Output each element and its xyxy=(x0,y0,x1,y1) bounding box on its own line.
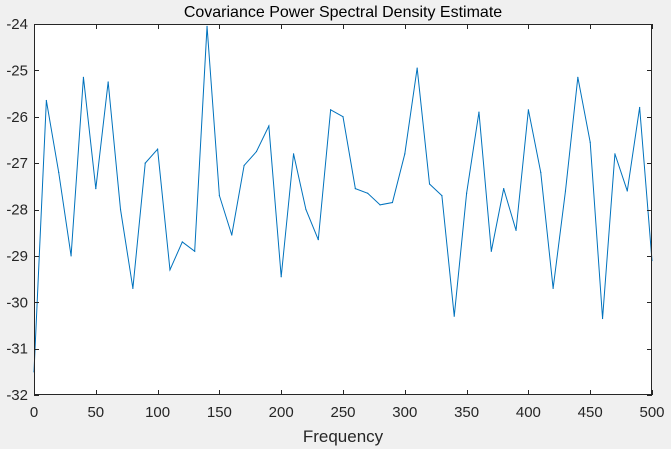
data-point xyxy=(169,269,171,271)
x-axis-label: Frequency xyxy=(303,427,384,446)
data-point xyxy=(82,76,85,78)
data-point xyxy=(601,317,604,320)
y-tick-label: -31 xyxy=(6,341,28,358)
data-point xyxy=(441,194,443,197)
data-layer xyxy=(33,25,653,373)
data-point xyxy=(218,194,220,197)
data-point xyxy=(577,76,579,78)
data-point xyxy=(404,153,406,155)
y-tick-label: -29 xyxy=(6,248,28,265)
data-point xyxy=(379,204,381,206)
data-point xyxy=(589,141,591,143)
data-point xyxy=(243,164,245,167)
x-tick-label: 50 xyxy=(87,404,104,421)
x-tick-label: 150 xyxy=(207,404,232,421)
y-tick-label: -27 xyxy=(6,155,28,172)
y-tick-label: -32 xyxy=(6,387,28,404)
data-point xyxy=(552,287,554,289)
x-tick-label: 100 xyxy=(145,404,170,421)
data-point xyxy=(194,250,196,252)
data-point xyxy=(70,255,72,257)
x-tick-label: 0 xyxy=(30,404,38,421)
x-tick-label: 400 xyxy=(516,404,541,421)
data-point xyxy=(478,111,480,113)
data-point xyxy=(428,183,431,185)
data-point xyxy=(391,201,394,204)
x-tick-label: 200 xyxy=(269,404,294,421)
x-tick-label: 250 xyxy=(330,404,355,421)
data-point xyxy=(317,239,319,241)
data-point xyxy=(614,153,616,155)
plot-area xyxy=(34,24,652,395)
data-point xyxy=(231,234,233,236)
y-tick-label: -26 xyxy=(6,109,28,126)
data-point xyxy=(119,208,122,211)
data-point xyxy=(453,315,455,317)
x-tick-label: 450 xyxy=(578,404,603,421)
data-point xyxy=(45,99,47,102)
data-point xyxy=(342,116,344,118)
data-point xyxy=(564,190,567,192)
x-tick-label: 350 xyxy=(454,404,479,421)
y-tick-label: -24 xyxy=(6,16,28,33)
y-tick-label: -25 xyxy=(6,62,28,79)
data-point xyxy=(206,25,208,27)
data-point xyxy=(255,150,258,153)
data-point xyxy=(416,67,418,69)
data-point xyxy=(132,287,134,289)
data-point xyxy=(367,192,369,194)
chart-title: Covariance Power Spectral Density Estima… xyxy=(184,4,502,21)
data-point xyxy=(157,148,159,150)
data-point xyxy=(466,192,468,194)
data-point xyxy=(490,250,492,252)
data-point xyxy=(181,241,183,243)
x-tick-label: 500 xyxy=(639,404,664,421)
data-point xyxy=(540,171,542,173)
data-point xyxy=(626,190,628,192)
ticks-layer: 0 50 100 150 200 250 300 350 400 450 500 -32 -31 -30 -… xyxy=(6,16,664,421)
data-point xyxy=(58,171,60,173)
data-point xyxy=(354,188,356,190)
data-point xyxy=(527,109,530,111)
data-point xyxy=(95,188,97,190)
data-point xyxy=(305,208,307,211)
data-point xyxy=(515,229,517,231)
data-point xyxy=(144,162,146,164)
y-tick-label: -28 xyxy=(6,202,28,219)
data-point xyxy=(503,188,505,190)
data-point xyxy=(280,276,282,278)
data-point xyxy=(639,106,641,109)
y-tick-label: -30 xyxy=(6,294,28,311)
data-point xyxy=(330,109,332,111)
x-tick-label: 300 xyxy=(392,404,417,421)
data-point xyxy=(107,81,109,83)
data-point xyxy=(292,153,295,155)
data-point xyxy=(268,125,270,127)
